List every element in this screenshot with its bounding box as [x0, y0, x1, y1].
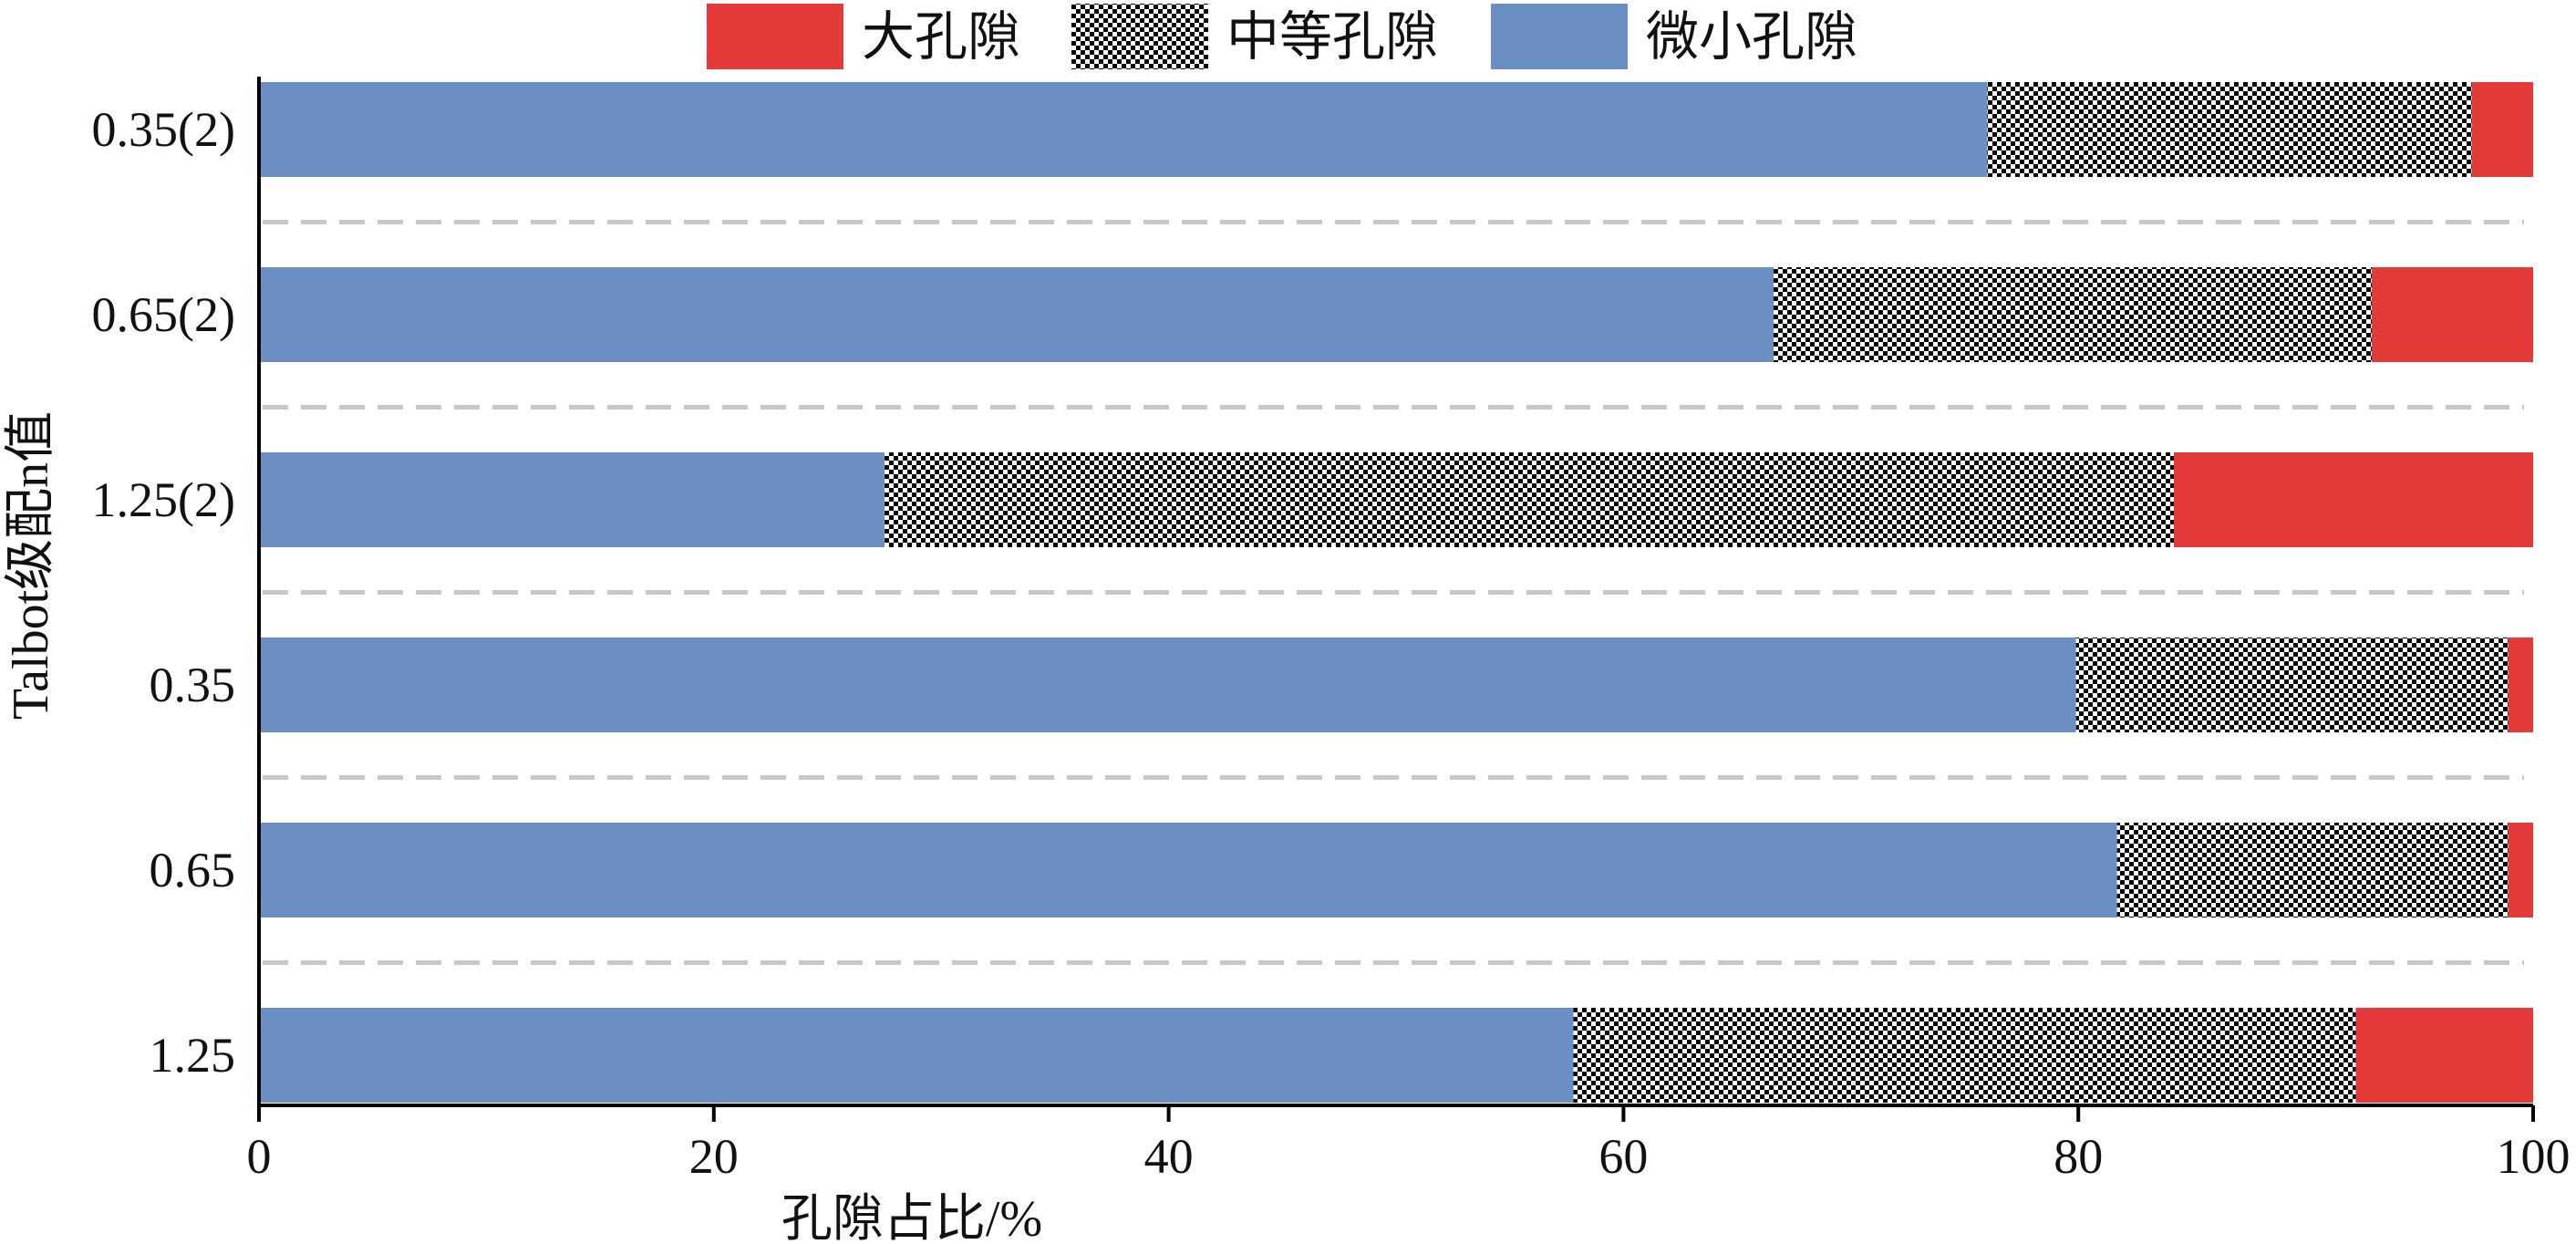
axes: 0 20 40 60 80 100	[247, 77, 2571, 1184]
bar-segment	[1774, 267, 2372, 362]
grid-separators	[263, 220, 2524, 965]
y-tick-label: 0.35	[150, 658, 236, 712]
bar-segment	[2173, 452, 2533, 547]
y-tick-label: 0.65(2)	[92, 287, 235, 342]
legend-label: 大孔隙	[862, 7, 1020, 67]
y-tick-label: 0.35(2)	[92, 102, 235, 157]
bar-segment	[2355, 1008, 2533, 1103]
x-tick-label: 40	[1144, 1129, 1194, 1184]
legend-swatch	[707, 4, 843, 69]
bar-segment	[1987, 82, 2472, 177]
legend-swatch	[1491, 4, 1628, 69]
bar-segment	[1573, 1008, 2356, 1103]
legend-label: 微小孔隙	[1646, 7, 1857, 67]
legend-label: 中等孔隙	[1226, 7, 1438, 67]
bar-segment	[2471, 82, 2533, 177]
bar-segment	[259, 1008, 1574, 1103]
legend: 大孔隙 中等孔隙 微小孔隙	[707, 4, 1857, 69]
y-tick-label: 1.25	[150, 1028, 236, 1083]
bars: 0.35(2) 0.65(2) 1.25(2) 0.35 0.65 1.25	[92, 82, 2533, 1103]
bar-segment	[2075, 638, 2509, 732]
bar-segment	[259, 638, 2076, 732]
bar-segment	[884, 452, 2174, 547]
bar-segment	[259, 823, 2117, 917]
bar-segment	[259, 452, 885, 547]
x-tick-label: 100	[2497, 1129, 2571, 1184]
x-tick-label: 60	[1598, 1129, 1648, 1184]
bar-segment	[2116, 823, 2509, 917]
x-axis-title: 孔隙占比/%	[781, 1191, 1042, 1244]
y-tick-label: 1.25(2)	[92, 472, 235, 527]
bar-segment	[2508, 823, 2533, 917]
bar-segment	[2371, 267, 2533, 362]
bar-segment	[259, 82, 1988, 177]
x-tick-label: 0	[247, 1129, 272, 1184]
y-axis-title: Talbot级配n值	[3, 411, 59, 720]
y-tick-label: 0.65	[150, 843, 236, 897]
x-tick-label: 20	[689, 1129, 739, 1184]
bar-segment	[2508, 638, 2533, 732]
x-tick-label: 80	[2054, 1129, 2103, 1184]
bar-segment	[259, 267, 1774, 362]
legend-swatch	[1071, 4, 1208, 69]
